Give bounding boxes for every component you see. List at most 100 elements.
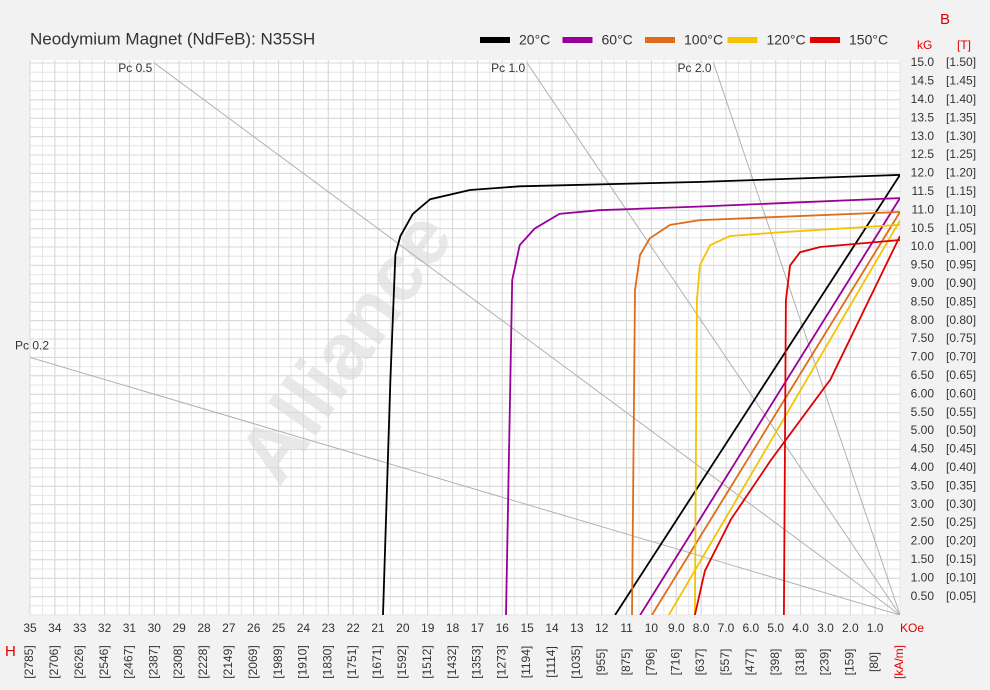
y2-tick-label: [0.45] [946, 442, 976, 456]
x2-tick-label: [955] [594, 649, 608, 676]
y2-tick-label: [1.20] [946, 166, 976, 180]
y-tick-label: 7.50 [911, 331, 935, 345]
x2-tick-label: [1353] [470, 645, 484, 678]
intrinsic-curve [631, 211, 900, 615]
y2-tick-label: [1.40] [946, 92, 976, 106]
y2-tick-label: [1.15] [946, 184, 976, 198]
x-tick-label: 3.0 [817, 621, 834, 635]
y-tick-label: 2.50 [911, 515, 935, 529]
load-line [713, 62, 900, 615]
x-tick-label: 5.0 [767, 621, 784, 635]
x2-tick-label: [2467] [122, 645, 136, 678]
y2-tick-label: [1.30] [946, 129, 976, 143]
x-tick-label: 21 [371, 621, 385, 635]
y2-tick-label: [0.80] [946, 313, 976, 327]
x2-tick-label: [2069] [246, 645, 260, 678]
x-tick-label: 1.0 [867, 621, 884, 635]
x2-tick-label: [637] [693, 649, 707, 676]
x2-tick-label: [1114] [544, 646, 558, 678]
x2-tick-label: [398] [768, 649, 782, 676]
x-tick-label: 32 [98, 621, 112, 635]
x2-tick-label: [2387] [147, 645, 161, 678]
y-tick-label: 8.50 [911, 294, 935, 308]
y-tick-label: 11.5 [912, 184, 935, 198]
x-tick-label: 14 [545, 621, 559, 635]
y-tick-label: 15.0 [911, 55, 935, 69]
x2-tick-label: [1671] [370, 645, 384, 678]
y2-tick-label: [0.70] [946, 350, 976, 364]
y2-unit: [T] [957, 38, 971, 52]
x2-tick-label: [1194] [519, 646, 533, 678]
x2-tick-label: [1432] [445, 645, 459, 678]
x2-tick-label: [80] [867, 652, 881, 672]
x-tick-label: 25 [272, 621, 286, 635]
legend-label: 60°C [602, 32, 633, 48]
x-tick-label: 15 [520, 621, 534, 635]
y2-tick-label: [0.35] [946, 478, 976, 492]
x-tick-label: 31 [123, 621, 137, 635]
x-axis-title: H [5, 643, 16, 660]
x2-tick-label: [477] [743, 649, 757, 676]
x-tick-label: 20 [396, 621, 410, 635]
x-tick-label: 35 [23, 621, 37, 635]
load-line [526, 62, 900, 615]
y-tick-label: 3.00 [911, 497, 935, 511]
normal-curve [614, 174, 900, 615]
y-tick-label: 4.50 [911, 442, 935, 456]
y-tick-label: 8.00 [911, 313, 935, 327]
x-tick-label: 24 [297, 621, 311, 635]
y2-tick-label: [0.15] [946, 552, 976, 566]
intrinsic-curve [694, 224, 900, 615]
y-tick-label: 3.50 [911, 478, 935, 492]
y-tick-label: 4.00 [911, 460, 935, 474]
x2-tick-label: [1989] [271, 645, 285, 678]
x2-tick-label: [2308] [171, 645, 185, 678]
x2-tick-label: [2706] [47, 645, 61, 678]
y-tick-label: 13.5 [911, 110, 935, 124]
y-unit: kG [917, 38, 932, 52]
y2-tick-label: [0.10] [946, 570, 976, 584]
y-tick-label: 5.00 [911, 423, 935, 437]
y2-tick-label: [0.30] [946, 497, 976, 511]
x-tick-label: 17 [471, 621, 485, 635]
x2-unit: [kA/m] [892, 645, 906, 679]
y2-tick-label: [1.05] [946, 221, 976, 235]
x2-tick-label: [1751] [345, 645, 359, 678]
y2-tick-label: [0.95] [946, 258, 976, 272]
x2-tick-label: [1273] [495, 645, 509, 678]
y2-tick-label: [0.60] [946, 386, 976, 400]
y2-tick-label: [0.20] [946, 534, 976, 548]
x2-tick-label: [2785] [22, 645, 36, 678]
y-tick-label: 5.50 [911, 405, 935, 419]
x-tick-label: 29 [172, 621, 186, 635]
x-tick-label: 11 [620, 621, 633, 635]
x2-tick-label: [2546] [97, 645, 111, 678]
y-tick-label: 13.0 [911, 129, 935, 143]
x-tick-label: 19 [421, 621, 435, 635]
y-tick-label: 1.00 [911, 570, 935, 584]
x-tick-label: 22 [346, 621, 360, 635]
y2-tick-label: [0.65] [946, 368, 976, 382]
x-unit: KOe [900, 621, 924, 635]
x-tick-label: 13 [570, 621, 584, 635]
normal-curve [651, 211, 900, 615]
y2-tick-label: [0.55] [946, 405, 976, 419]
y2-tick-label: [0.75] [946, 331, 976, 345]
x2-tick-label: [159] [843, 649, 857, 676]
load-line-label: Pc 0.2 [15, 339, 49, 353]
legend-label: 150°C [849, 32, 888, 48]
x-tick-label: 23 [322, 621, 336, 635]
y-tick-label: 9.00 [911, 276, 935, 290]
normal-curve [639, 197, 900, 615]
load-line-label: Pc 2.0 [678, 61, 712, 75]
x2-tick-label: [1910] [296, 645, 310, 678]
x2-tick-label: [557] [718, 649, 732, 676]
y2-tick-label: [0.85] [946, 294, 976, 308]
x-tick-label: 8.0 [693, 621, 710, 635]
x2-tick-label: [796] [644, 649, 658, 676]
x-tick-label: 9.0 [668, 621, 685, 635]
y2-tick-label: [1.45] [946, 74, 976, 88]
x2-tick-label: [716] [669, 649, 683, 676]
y-tick-label: 12.0 [911, 166, 935, 180]
